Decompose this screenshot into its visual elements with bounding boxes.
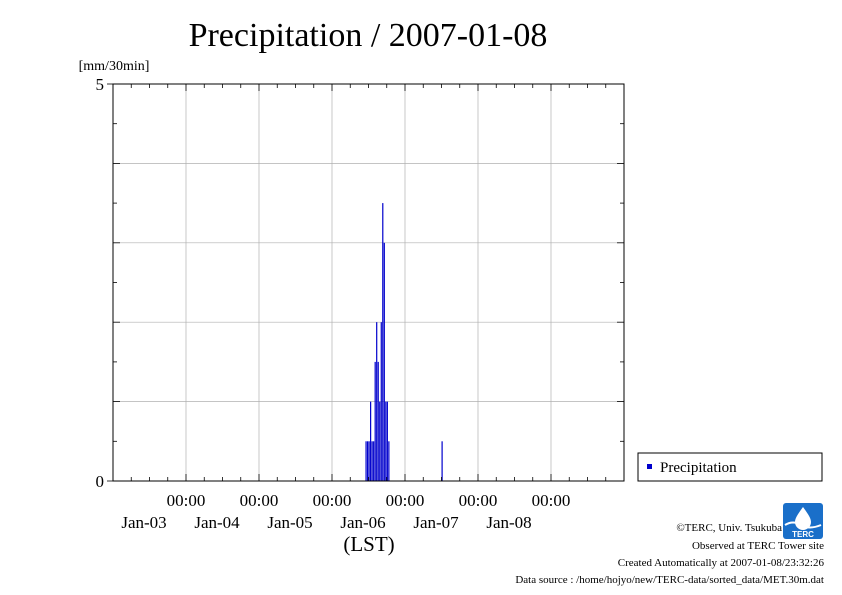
legend-label: Precipitation: [660, 460, 737, 476]
precipitation-bar: [383, 242, 385, 481]
y-tick-labels: 05: [96, 75, 105, 491]
plot-frame: [112, 83, 625, 482]
created-text: Created Automatically at 2007-01-08/23:3…: [617, 557, 824, 569]
terc-logo: TERC: [783, 503, 823, 539]
precipitation-bar: [382, 203, 384, 481]
x-tick-label-date: Jan-06: [340, 513, 385, 532]
observed-text: Observed at TERC Tower site: [691, 540, 824, 552]
x-tick-label-time: 00:00: [240, 491, 279, 510]
data-source-text: Data source : /home/hojyo/new/TERC-data/…: [515, 574, 824, 586]
x-tick-label-time: 00:00: [313, 491, 352, 510]
x-tick-label-date: Jan-05: [267, 513, 312, 532]
legend-swatch: [647, 464, 652, 469]
precipitation-bar: [365, 441, 367, 481]
legend: Precipitation: [637, 452, 823, 482]
precipitation-bar: [376, 322, 378, 481]
precipitation-bar: [388, 441, 390, 481]
precipitation-bar: [371, 441, 373, 481]
chart-title: Precipitation / 2007-01-08: [189, 17, 548, 54]
axis-ticks: [107, 83, 624, 482]
copyright-text: ©TERC, Univ. Tsukuba: [676, 522, 782, 534]
x-tick-label-date: Jan-08: [486, 513, 531, 532]
logo-text: TERC: [792, 530, 814, 539]
legend-box: [637, 452, 823, 482]
x-tick-label-time: 00:00: [459, 491, 498, 510]
x-tick-label-date: Jan-07: [413, 513, 459, 532]
x-tick-label-date: Jan-03: [121, 513, 166, 532]
x-tick-label-time: 00:00: [386, 491, 425, 510]
y-axis-label: [mm/30min]: [79, 59, 150, 74]
precipitation-bar: [441, 441, 443, 481]
precipitation-bar: [366, 441, 369, 481]
wave-icon: [784, 521, 822, 529]
precipitation-bar: [385, 401, 387, 481]
x-axis-label: (LST): [343, 532, 394, 556]
precipitation-bar: [386, 401, 388, 481]
bar-series: [365, 203, 443, 481]
x-tick-labels: 00:00Jan-0300:00Jan-0400:00Jan-0500:00Ja…: [121, 491, 570, 532]
x-tick-label-time: 00:00: [532, 491, 571, 510]
precipitation-bar: [380, 322, 382, 481]
x-tick-label-time: 00:00: [167, 491, 206, 510]
precipitation-bar: [368, 441, 370, 481]
precipitation-bar: [377, 361, 379, 481]
grid: [113, 84, 624, 481]
precipitation-bar: [374, 361, 376, 481]
x-tick-label-date: Jan-04: [194, 513, 240, 532]
precipitation-bar: [379, 401, 381, 481]
y-tick-label: 5: [96, 75, 105, 94]
precipitation-bar: [370, 401, 372, 481]
y-tick-label: 0: [96, 472, 105, 491]
precipitation-bar: [373, 441, 375, 481]
